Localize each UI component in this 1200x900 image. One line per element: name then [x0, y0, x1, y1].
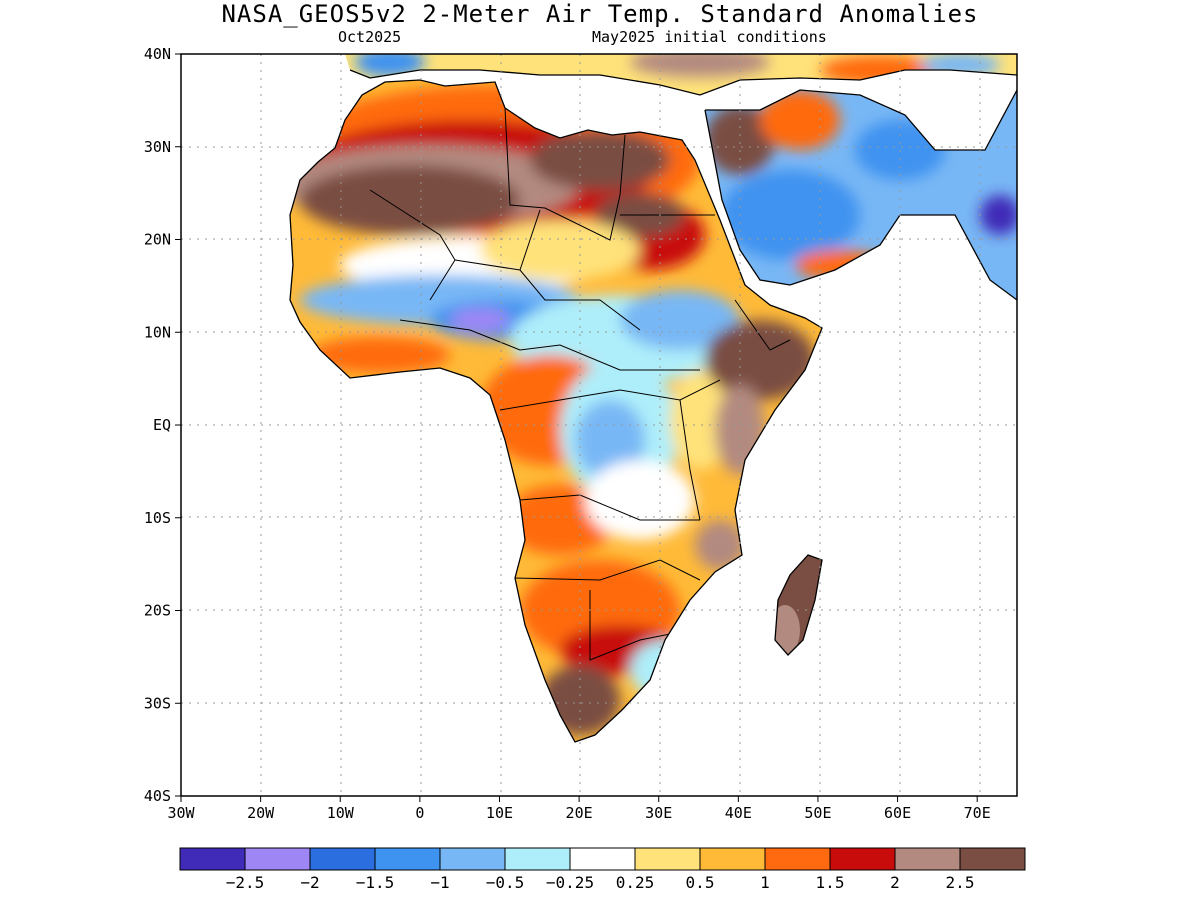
longitude-ticks: 30W 20W 10W 0 10E 20E 30E 40E 50E 60E 70E	[167, 796, 991, 822]
colorbar-swatch	[699, 847, 766, 871]
chart-title: NASA_GEOS5v2 2-Meter Air Temp. Standard …	[221, 0, 979, 28]
x-tick-label: 10W	[327, 804, 355, 822]
colorbar-swatch	[504, 847, 571, 871]
y-tick-label: 10N	[144, 323, 171, 341]
graticule	[181, 54, 1017, 796]
colorbar-swatch	[764, 847, 831, 871]
colorbar-swatch	[179, 847, 246, 871]
colorbar-label: 0.5	[686, 873, 715, 892]
x-tick-label: 70E	[964, 804, 991, 822]
y-tick-label: 30S	[144, 694, 171, 712]
colorbar-label: −0.5	[486, 873, 525, 892]
colorbar-label: −2.5	[226, 873, 265, 892]
colorbar-label: 2	[890, 873, 900, 892]
colorbar-label: 2.5	[946, 873, 975, 892]
colorbar-label: −1.5	[356, 873, 395, 892]
colorbar-swatch	[244, 847, 311, 871]
country-borders	[369, 107, 791, 661]
colorbar: −2.5 −2 −1.5 −1 −0.5 −0.25 0.25 0.5 1 1.5 2 2.5	[179, 847, 1026, 892]
x-tick-label: 0	[415, 804, 424, 822]
x-tick-label: 50E	[804, 804, 831, 822]
x-tick-label: 20E	[566, 804, 593, 822]
colorbar-label: 0.25	[616, 873, 655, 892]
colorbar-swatch	[569, 847, 636, 871]
x-tick-label: 60E	[884, 804, 911, 822]
colorbar-label: −0.25	[546, 873, 594, 892]
latitude-ticks: 40N 30N 20N 10N EQ 10S 20S 30S 40S	[144, 45, 181, 805]
colorbar-swatch	[634, 847, 701, 871]
y-tick-label: 40S	[144, 787, 171, 805]
initial-conditions: May2025 initial conditions	[592, 28, 827, 46]
y-tick-label: 20S	[144, 602, 171, 620]
y-tick-label: 40N	[144, 45, 171, 63]
x-tick-label: 40E	[725, 804, 752, 822]
forecast-month: Oct2025	[338, 28, 402, 46]
y-tick-label: 10S	[144, 509, 171, 527]
colorbar-swatch	[374, 847, 441, 871]
colorbar-label: 1	[760, 873, 770, 892]
colorbar-label: 1.5	[816, 873, 845, 892]
colorbar-label: −1	[430, 873, 449, 892]
colorbar-swatch	[309, 847, 376, 871]
x-tick-label: 20W	[247, 804, 275, 822]
colorbar-swatch	[829, 847, 896, 871]
colorbar-swatch	[894, 847, 961, 871]
y-tick-label: 20N	[144, 231, 171, 249]
x-tick-label: 30E	[645, 804, 672, 822]
y-tick-label: EQ	[153, 416, 171, 434]
x-tick-label: 30W	[167, 804, 195, 822]
y-tick-label: 30N	[144, 138, 171, 156]
colorbar-swatch	[439, 847, 506, 871]
colorbar-swatch	[959, 847, 1026, 871]
colorbar-label: −2	[300, 873, 319, 892]
x-tick-label: 10E	[486, 804, 513, 822]
coastlines	[289, 69, 1017, 743]
